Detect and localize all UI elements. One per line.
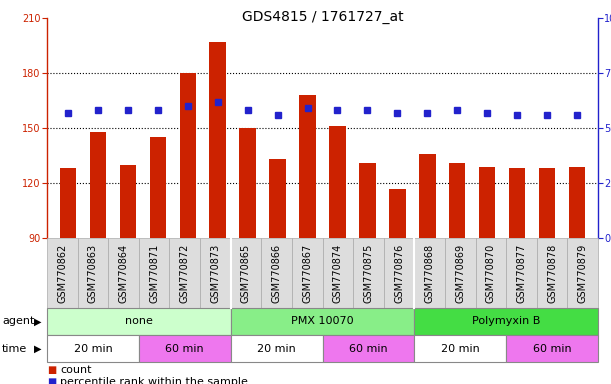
- Bar: [210, 42, 226, 238]
- Bar: [389, 189, 406, 238]
- Text: 20 min: 20 min: [441, 344, 480, 354]
- Bar: [359, 163, 376, 238]
- Bar: [329, 126, 346, 238]
- Text: GSM770865: GSM770865: [241, 243, 251, 303]
- Bar: [299, 95, 316, 238]
- Text: GSM770876: GSM770876: [394, 243, 404, 303]
- Bar: [180, 73, 196, 238]
- Text: GSM770879: GSM770879: [577, 243, 588, 303]
- Bar: [90, 132, 106, 238]
- Text: 20 min: 20 min: [73, 344, 112, 354]
- Text: agent: agent: [2, 316, 34, 326]
- Text: GSM770869: GSM770869: [455, 243, 465, 303]
- Text: percentile rank within the sample: percentile rank within the sample: [60, 377, 248, 384]
- Text: GSM770875: GSM770875: [364, 243, 373, 303]
- Text: ▶: ▶: [34, 316, 42, 326]
- Text: GSM770874: GSM770874: [333, 243, 343, 303]
- Text: GSM770863: GSM770863: [88, 243, 98, 303]
- Text: GSM770868: GSM770868: [425, 243, 434, 303]
- Text: GSM770864: GSM770864: [119, 243, 128, 303]
- Text: GSM770867: GSM770867: [302, 243, 312, 303]
- Text: GSM770872: GSM770872: [180, 243, 190, 303]
- Bar: [449, 163, 466, 238]
- Text: count: count: [60, 365, 92, 375]
- Bar: [419, 154, 436, 238]
- Bar: [479, 167, 496, 238]
- Bar: [539, 168, 555, 238]
- Text: 20 min: 20 min: [257, 344, 296, 354]
- Bar: [240, 128, 256, 238]
- Bar: [150, 137, 166, 238]
- Text: GDS4815 / 1761727_at: GDS4815 / 1761727_at: [242, 10, 403, 24]
- Bar: [60, 168, 76, 238]
- Bar: [509, 168, 525, 238]
- Bar: [269, 159, 286, 238]
- Text: ■: ■: [47, 377, 56, 384]
- Text: GSM770866: GSM770866: [271, 243, 282, 303]
- Text: GSM770870: GSM770870: [486, 243, 496, 303]
- Bar: [120, 165, 136, 238]
- Text: GSM770862: GSM770862: [57, 243, 67, 303]
- Text: 60 min: 60 min: [166, 344, 204, 354]
- Text: 60 min: 60 min: [533, 344, 571, 354]
- Text: ▶: ▶: [34, 344, 42, 354]
- Text: GSM770871: GSM770871: [149, 243, 159, 303]
- Text: ■: ■: [47, 365, 56, 375]
- Text: GSM770877: GSM770877: [516, 243, 527, 303]
- Text: 60 min: 60 min: [349, 344, 388, 354]
- Text: GSM770873: GSM770873: [210, 243, 221, 303]
- Text: GSM770878: GSM770878: [547, 243, 557, 303]
- Text: PMX 10070: PMX 10070: [291, 316, 354, 326]
- Text: Polymyxin B: Polymyxin B: [472, 316, 540, 326]
- Bar: [569, 167, 585, 238]
- Text: time: time: [2, 344, 27, 354]
- Text: none: none: [125, 316, 153, 326]
